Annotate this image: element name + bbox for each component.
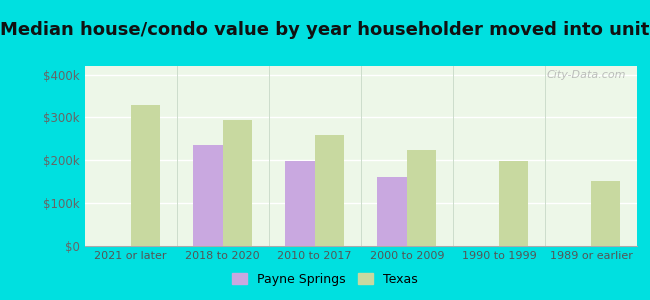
Bar [591,181,620,246]
Text: City-Data.com: City-Data.com [547,70,626,80]
Text: Median house/condo value by year householder moved into unit: Median house/condo value by year househo… [0,21,650,39]
Bar [285,161,315,246]
Bar [377,177,407,246]
Bar [315,135,344,246]
Bar [131,105,160,246]
Bar [499,161,528,246]
Bar [222,120,252,246]
Bar [193,145,222,246]
Bar [407,150,436,246]
Legend: Payne Springs, Texas: Payne Springs, Texas [227,268,423,291]
